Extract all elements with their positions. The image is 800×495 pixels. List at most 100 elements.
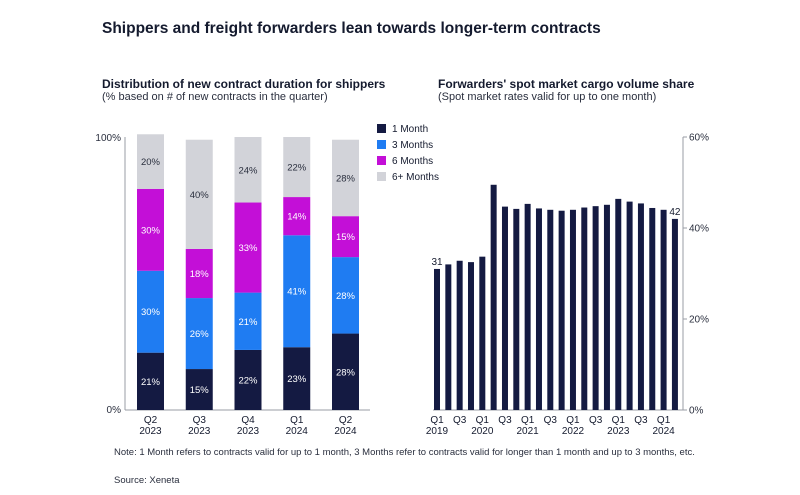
spot-share-bar — [558, 210, 565, 410]
x-tick-label-quarter: Q1 — [521, 415, 535, 426]
spot-share-bar — [434, 268, 440, 410]
x-tick-label-quarter: Q3 — [544, 415, 558, 426]
stacked-bar-segment — [234, 349, 262, 410]
stacked-bar-segment — [332, 333, 359, 410]
bar-value-label: 42 — [669, 207, 681, 218]
spot-share-bar — [547, 209, 554, 410]
x-tick-label-year: 2024 — [334, 426, 357, 437]
spot-share-bar — [445, 264, 452, 410]
spot-share-bar — [456, 260, 463, 410]
right-chart-subtitle: (Spot market rates valid for up to one m… — [438, 91, 657, 103]
spot-share-bar — [490, 184, 497, 410]
x-tick-label-year: 2024 — [652, 426, 675, 437]
footnote: Note: 1 Month refers to contracts valid … — [114, 447, 695, 458]
x-tick-label-year: 2023 — [188, 426, 211, 437]
segment-data-label: 41% — [287, 287, 307, 298]
segment-data-label: 28% — [336, 173, 356, 184]
left-chart-title: Distribution of new contract duration fo… — [102, 77, 386, 91]
legend-label: 6+ Months — [392, 172, 439, 183]
stacked-bar-segment — [185, 298, 213, 370]
right-y-tick-label: 40% — [689, 224, 709, 235]
right-y-tick-label: 60% — [689, 133, 709, 144]
segment-data-label: 28% — [336, 291, 356, 302]
legend-label: 1 Month — [392, 124, 428, 135]
x-tick-label-year: 2022 — [562, 426, 585, 437]
segment-data-label: 20% — [141, 157, 161, 168]
segment-data-label: 30% — [141, 307, 161, 318]
segment-data-label: 28% — [336, 367, 356, 378]
x-tick-label-quarter: Q1 — [476, 415, 490, 426]
stacked-bar-segment — [283, 137, 311, 198]
stacked-bar-segment — [185, 139, 213, 249]
stacked-bar-segment — [234, 292, 262, 350]
x-tick-label-quarter: Q1 — [290, 415, 304, 426]
left-y-tick-label: 100% — [95, 133, 121, 144]
x-tick-label-year: 2021 — [517, 426, 540, 437]
page-title: Shippers and freight forwarders lean tow… — [102, 20, 601, 37]
legend-label: 6 Months — [392, 156, 433, 167]
segment-data-label: 15% — [190, 385, 210, 396]
stacked-bar-segment — [332, 257, 359, 334]
segment-data-label: 24% — [238, 165, 258, 176]
spot-share-bar — [671, 218, 678, 410]
spot-share-bar — [649, 207, 656, 410]
spot-share-bar — [569, 209, 576, 410]
legend-label: 3 Months — [392, 140, 433, 151]
spot-share-bar — [535, 208, 542, 410]
stacked-bar-segment — [137, 188, 164, 271]
stacked-bar-segment — [137, 352, 164, 410]
legend-swatch — [377, 124, 386, 133]
spot-share-bar — [479, 256, 486, 410]
spot-share-bar — [660, 209, 667, 410]
x-tick-label-quarter: Q1 — [612, 415, 626, 426]
spot-share-bar — [603, 204, 610, 410]
x-tick-label-year: 2023 — [237, 426, 260, 437]
stacked-bar-segment — [283, 347, 311, 410]
x-tick-label-quarter: Q3 — [634, 415, 648, 426]
stacked-bar-segment — [332, 216, 359, 258]
source-note: Source: Xeneta — [114, 475, 180, 486]
right-y-tick-label: 20% — [689, 315, 709, 326]
x-tick-label-quarter: Q1 — [566, 415, 580, 426]
left-y-tick-label: 0% — [107, 405, 122, 416]
x-tick-label-quarter: Q2 — [339, 415, 353, 426]
x-tick-label-quarter: Q1 — [657, 415, 671, 426]
x-tick-label-quarter: Q3 — [193, 415, 207, 426]
stacked-bar-segment — [234, 202, 262, 293]
segment-data-label: 40% — [190, 190, 210, 201]
spot-share-bar — [581, 207, 588, 410]
segment-data-label: 22% — [287, 163, 307, 174]
stacked-bar-segment — [332, 139, 359, 217]
spot-share-bar — [524, 203, 531, 410]
x-tick-label-year: 2024 — [286, 426, 309, 437]
stacked-bar-segment — [234, 137, 262, 203]
spot-share-bar — [615, 198, 622, 410]
x-tick-label-quarter: Q1 — [430, 415, 444, 426]
spot-share-bar — [626, 201, 633, 410]
segment-data-label: 22% — [238, 375, 258, 386]
x-tick-label-year: 2023 — [607, 426, 630, 437]
left-chart-subtitle: (% based on # of new contracts in the qu… — [102, 91, 328, 103]
stacked-bar-segment — [283, 197, 311, 236]
legend-swatch — [377, 172, 386, 181]
legend-swatch — [377, 140, 386, 149]
spot-share-bar — [592, 206, 599, 410]
spot-share-bar — [637, 203, 644, 410]
x-tick-label-year: 2023 — [139, 426, 162, 437]
segment-data-label: 30% — [141, 225, 161, 236]
segment-data-label: 18% — [190, 269, 210, 280]
spot-share-bar — [501, 206, 508, 410]
stacked-bar-segment — [137, 134, 164, 189]
x-tick-label-quarter: Q3 — [498, 415, 512, 426]
x-tick-label-quarter: Q3 — [453, 415, 467, 426]
x-tick-label-year: 2019 — [426, 426, 449, 437]
x-tick-label-year: 2020 — [471, 426, 494, 437]
spot-share-bar — [467, 262, 474, 410]
segment-data-label: 23% — [287, 374, 307, 385]
segment-data-label: 21% — [238, 317, 258, 328]
stacked-bar-segment — [185, 248, 213, 299]
spot-share-bar — [513, 208, 520, 410]
segment-data-label: 21% — [141, 377, 161, 388]
right-y-tick-label: 0% — [689, 406, 704, 417]
